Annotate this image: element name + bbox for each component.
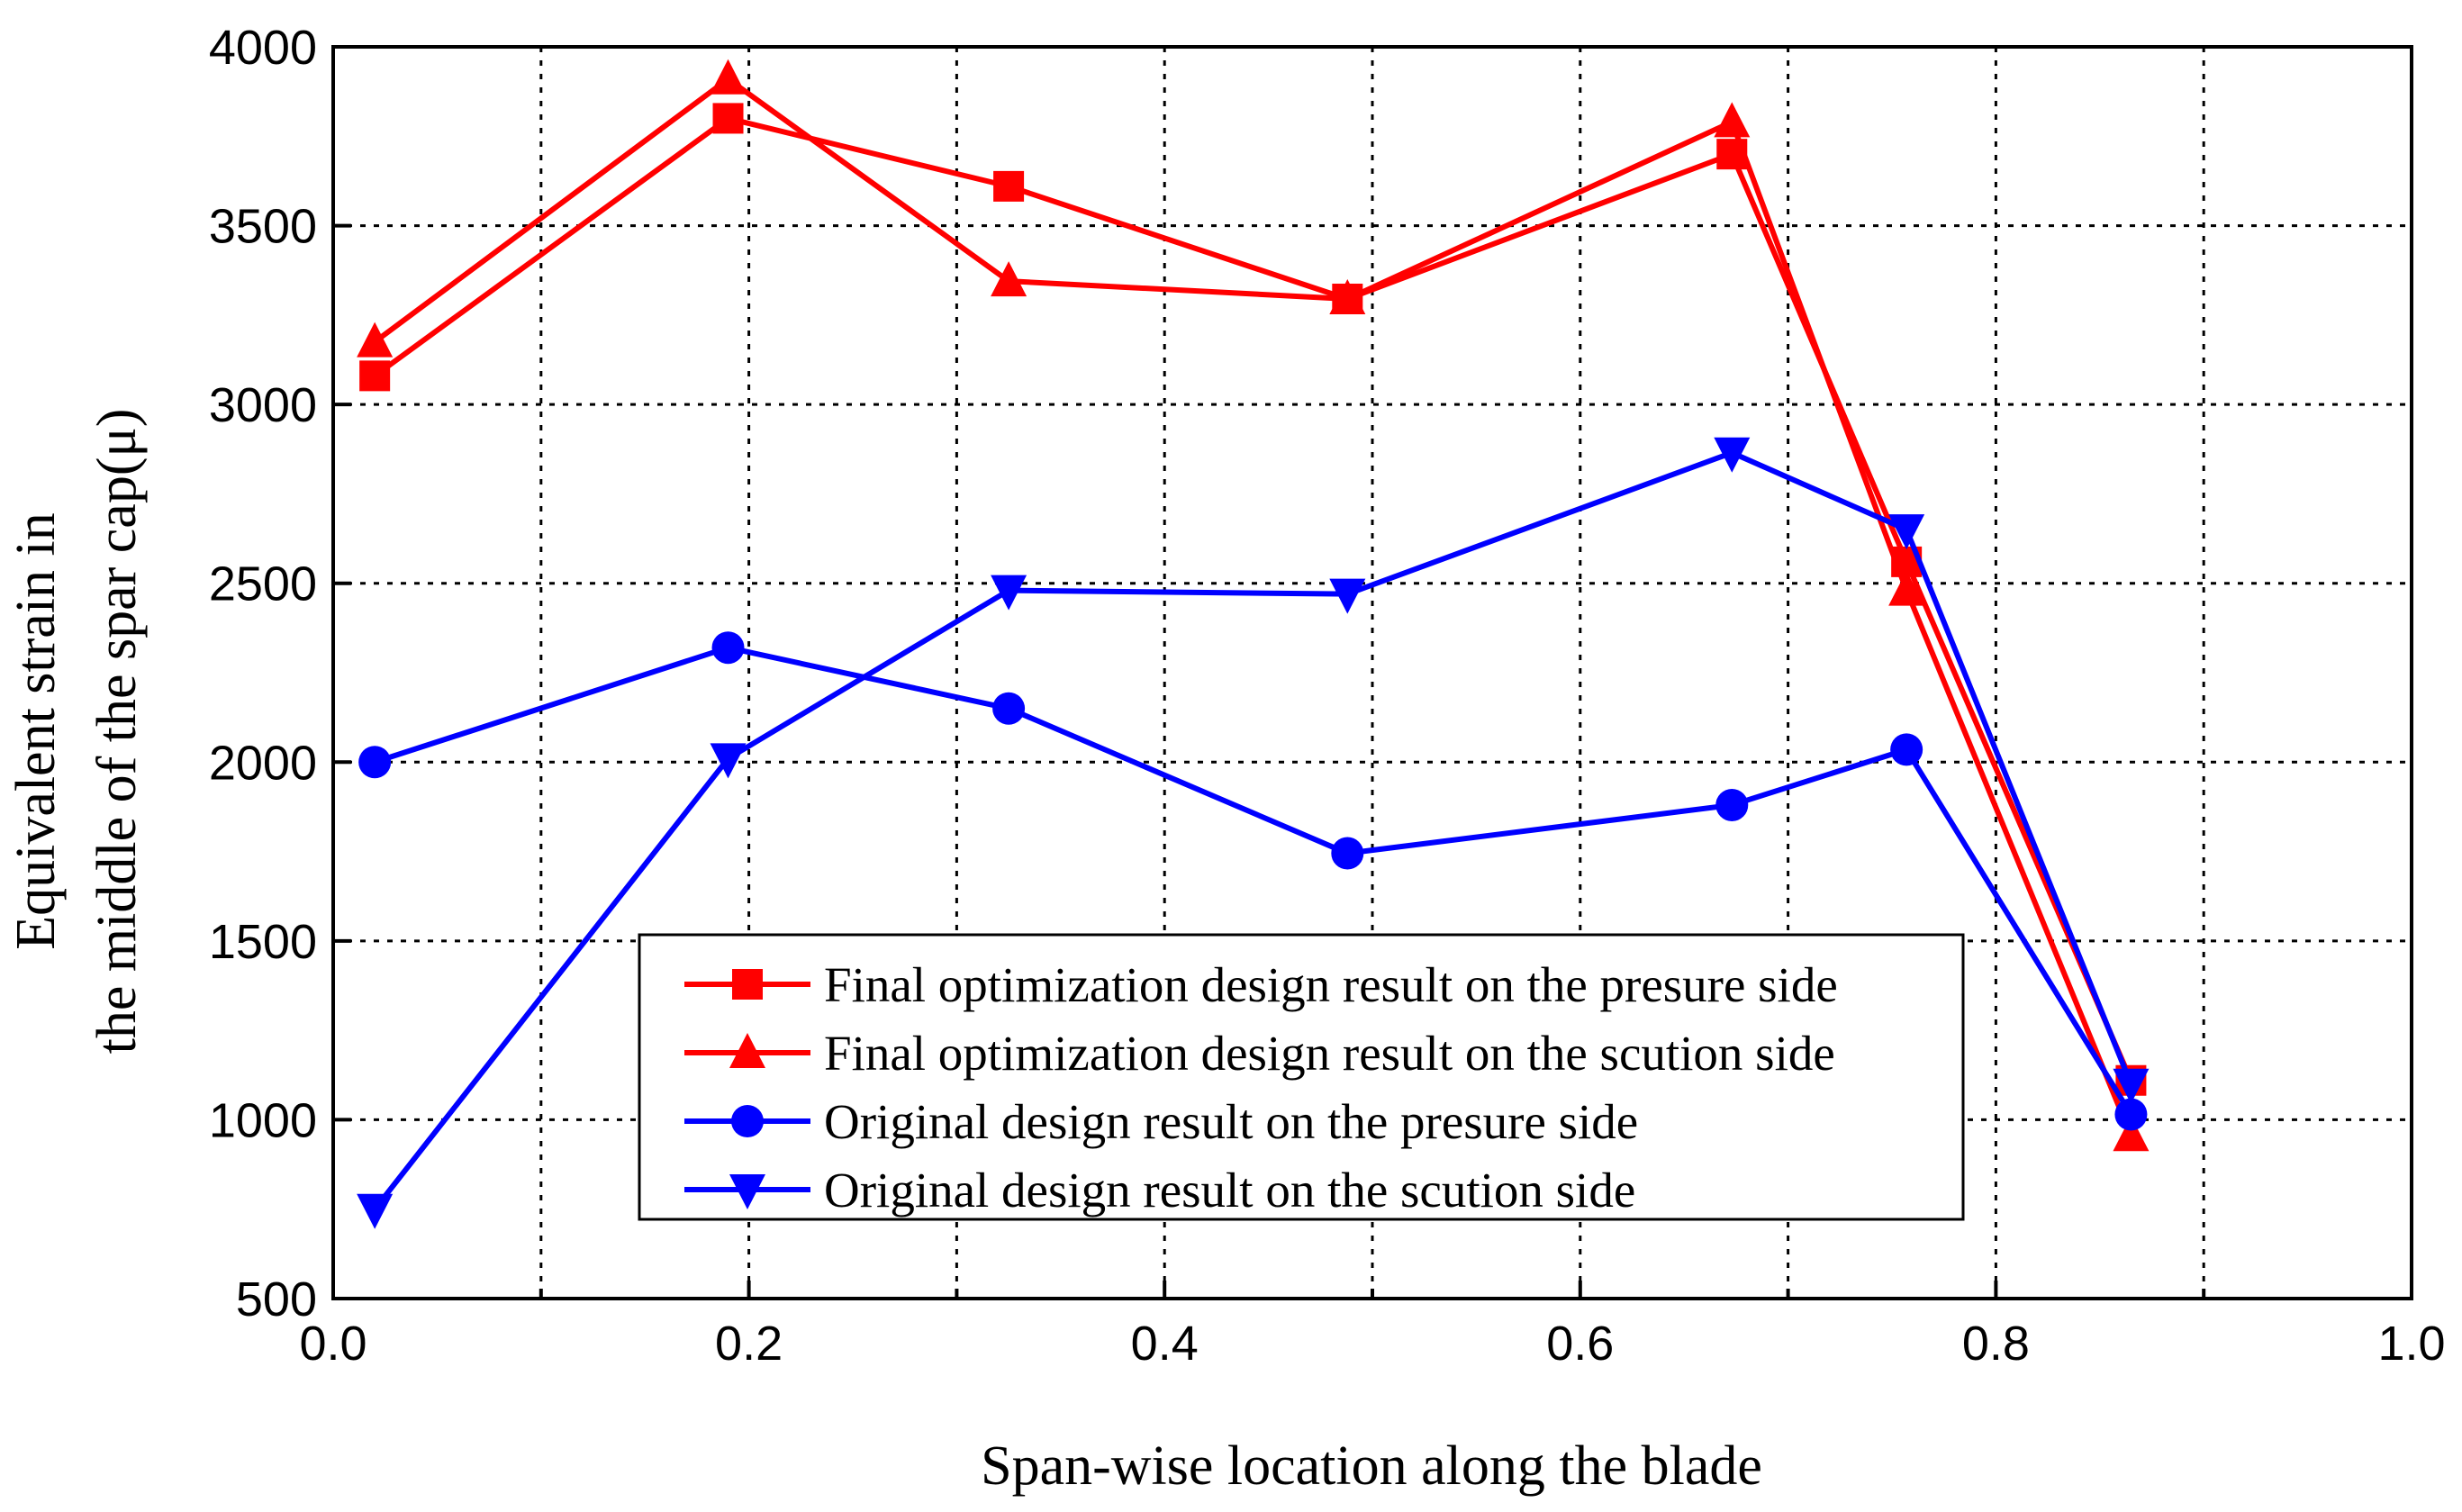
series-2-point — [1329, 278, 1366, 314]
legend-label: Original design result on the scution si… — [824, 1163, 1635, 1218]
legend-label: Final optimization design result on the … — [824, 1026, 1835, 1081]
x-tick-label: 0.8 — [1962, 1317, 2030, 1371]
x-tick-label: 0.2 — [715, 1317, 783, 1371]
legend-label: Original design result on the presure si… — [824, 1094, 1638, 1149]
series-4 — [357, 437, 2150, 1229]
legend-entry-3: Original design result on the presure si… — [684, 1094, 1638, 1149]
legend-entry-1: Final optimization design result on the … — [684, 957, 1838, 1012]
series-3-point — [1715, 788, 1749, 821]
series-2-point — [2113, 1116, 2150, 1152]
series-2 — [357, 59, 2150, 1152]
y-axis-title-line-2: the middle of the spar cap(μ) — [86, 409, 148, 1055]
legend-label: Final optimization design result on the … — [824, 957, 1838, 1012]
series-3-point — [992, 692, 1026, 725]
series-2-point — [357, 321, 394, 358]
series-1-point — [359, 360, 391, 392]
series-4-point — [1329, 578, 1366, 614]
series-layer — [357, 59, 2150, 1229]
axis-ticks: 0.0 0.2 0.4 0.6 0.8 1.0 500 1000 1500 2000 2500 300… — [209, 21, 2446, 1371]
series-4-point — [1714, 437, 1751, 473]
y-tick-label: 3000 — [209, 378, 317, 432]
series-3-point — [711, 631, 745, 665]
series-2-point — [1714, 102, 1751, 138]
y-tick-label: 1500 — [209, 915, 317, 969]
series-4-point — [2113, 1068, 2150, 1104]
legend-marker — [729, 1174, 765, 1209]
x-tick-label: 1.0 — [2377, 1317, 2445, 1371]
y-tick-label: 2000 — [209, 736, 317, 790]
y-tick-label: 3500 — [209, 200, 317, 254]
y-tick-label: 2500 — [209, 557, 317, 611]
series-2-point — [710, 59, 747, 95]
series-3-point — [1890, 733, 1923, 766]
legend-marker — [732, 969, 763, 1000]
x-tick-label: 0.6 — [1546, 1317, 1614, 1371]
series-3-point — [1331, 837, 1364, 870]
series-3 — [358, 631, 2148, 1131]
legend-marker — [731, 1105, 764, 1137]
y-tick-label: 500 — [236, 1272, 317, 1326]
y-axis-title-line-1: Equivalent strain in — [5, 512, 67, 950]
series-4-point — [710, 743, 747, 779]
series-2-point — [991, 261, 1027, 297]
series-4-point — [1888, 514, 1925, 550]
series-3-point — [358, 746, 392, 779]
series-4-point — [991, 575, 1027, 611]
y-tick-label: 1000 — [209, 1093, 317, 1147]
series-2-point — [1888, 570, 1925, 606]
legend-entry-4: Original design result on the scution si… — [684, 1163, 1635, 1218]
series-4-point — [357, 1193, 394, 1229]
series-1-point — [712, 103, 744, 134]
legend-marker — [729, 1033, 765, 1068]
x-tick-label: 0.0 — [299, 1317, 367, 1371]
legend: Final optimization design result on the … — [638, 933, 1965, 1221]
legend-box — [638, 933, 1965, 1221]
series-1-point — [993, 170, 1025, 202]
x-axis-title: Span-wise location along the blade — [981, 1435, 1762, 1497]
y-tick-label: 4000 — [209, 21, 317, 75]
x-tick-label: 0.4 — [1131, 1317, 1199, 1371]
legend-entry-2: Final optimization design result on the … — [684, 1026, 1835, 1081]
series-3-point — [2114, 1098, 2148, 1131]
